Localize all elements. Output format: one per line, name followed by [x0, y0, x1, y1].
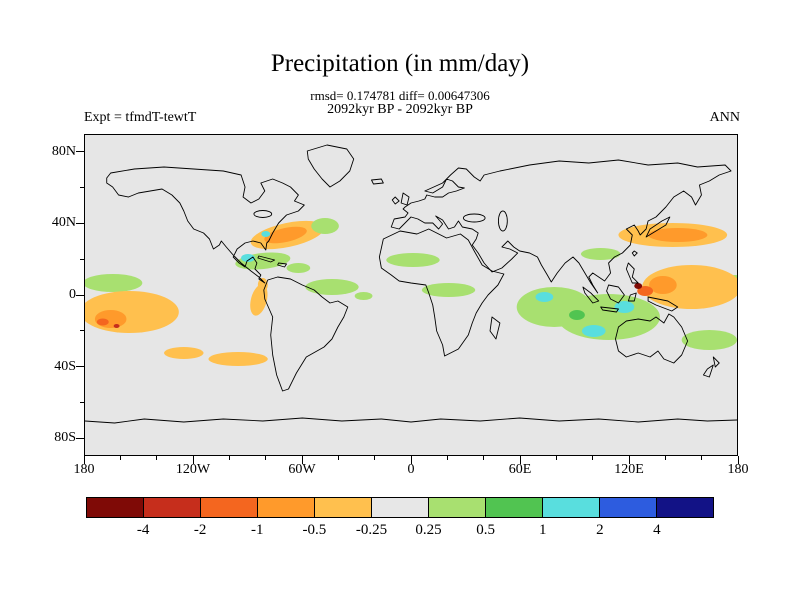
period-line: 2092kyr BP - 2092kyr BP: [327, 102, 473, 117]
y-axis-tick: [76, 366, 84, 368]
y-axis-label: 80N: [51, 143, 76, 159]
colorbar-tick-label: 4: [653, 522, 661, 538]
colorbar-tick-label: -1: [251, 522, 264, 538]
x-axis-tick: [301, 456, 303, 464]
x-axis-label: 180: [73, 462, 95, 477]
colorbar: [86, 497, 714, 518]
colorbar-cell: [372, 498, 429, 517]
coastlines: [85, 144, 737, 424]
x-axis-label: 60W: [288, 462, 316, 477]
colorbar-tick-label: -0.25: [355, 522, 388, 538]
x-axis-tick: [664, 456, 666, 460]
x-axis-tick: [265, 456, 267, 460]
y-axis-label: 80S: [54, 430, 76, 446]
colorbar-cell: [258, 498, 315, 517]
colorbar-tick-label: -2: [193, 522, 207, 538]
colorbar-tick-label: 1: [538, 522, 547, 538]
colorbar-cell: [201, 498, 258, 517]
world-map: [85, 135, 737, 455]
x-axis-tick: [337, 456, 339, 460]
experiment-label: Expt = tfmdT-tewtT: [84, 110, 197, 125]
y-axis-tick: [80, 187, 84, 189]
x-axis-tick: [555, 456, 557, 460]
colorbar-cell: [87, 498, 144, 517]
colorbar-cell: [657, 498, 713, 517]
x-axis-label: 120W: [175, 462, 211, 477]
y-axis-tick: [76, 151, 84, 153]
x-axis-tick: [519, 456, 521, 464]
plot-title: Precipitation (in mm/day): [270, 50, 530, 77]
x-axis-tick: [228, 456, 230, 460]
map-background: [85, 135, 737, 455]
colorbar-cell: [429, 498, 486, 517]
x-axis-tick: [410, 456, 412, 464]
x-axis-tick: [446, 456, 448, 460]
y-axis-tick: [80, 330, 84, 332]
colorbar-cell: [315, 498, 372, 517]
y-axis-tick: [80, 401, 84, 403]
x-axis-label: 0: [407, 462, 415, 477]
y-axis-label: 0: [69, 287, 76, 302]
season-label: ANN: [709, 110, 740, 125]
y-axis-tick: [76, 437, 84, 439]
x-axis-label: 120E: [614, 462, 644, 477]
y-axis-label: 40S: [54, 358, 76, 374]
colorbar-tick-label: 0.5: [476, 522, 495, 538]
colorbar-cell: [600, 498, 657, 517]
colorbar-cell: [486, 498, 543, 517]
x-axis-tick: [374, 456, 376, 460]
map-frame: [84, 134, 738, 456]
x-axis-label: 60E: [508, 462, 532, 477]
y-axis-tick: [80, 258, 84, 260]
anomaly-patches: [85, 218, 737, 366]
x-axis-tick: [192, 456, 194, 464]
x-axis-tick: [83, 456, 85, 464]
x-axis-tick: [592, 456, 594, 460]
x-axis-tick: [737, 456, 739, 464]
colorbar-tick-label: 0.25: [415, 522, 442, 538]
x-axis-tick: [156, 456, 158, 460]
colorbar-tick-label: 2: [596, 522, 604, 538]
y-axis-label: 40N: [51, 215, 76, 231]
y-axis-tick: [76, 294, 84, 296]
colorbar-cell: [543, 498, 600, 517]
stats-line: rmsd= 0.174781 diff= 0.00647306: [310, 88, 490, 103]
colorbar-tick-label: -4: [136, 522, 150, 538]
x-axis-label: 180: [727, 462, 749, 477]
x-axis-tick: [483, 456, 485, 460]
colorbar-tick-label: -0.5: [302, 522, 327, 538]
x-axis-tick: [701, 456, 703, 460]
colorbar-cell: [144, 498, 201, 517]
x-axis-tick: [119, 456, 121, 460]
y-axis-tick: [76, 222, 84, 224]
x-axis-tick: [628, 456, 630, 464]
